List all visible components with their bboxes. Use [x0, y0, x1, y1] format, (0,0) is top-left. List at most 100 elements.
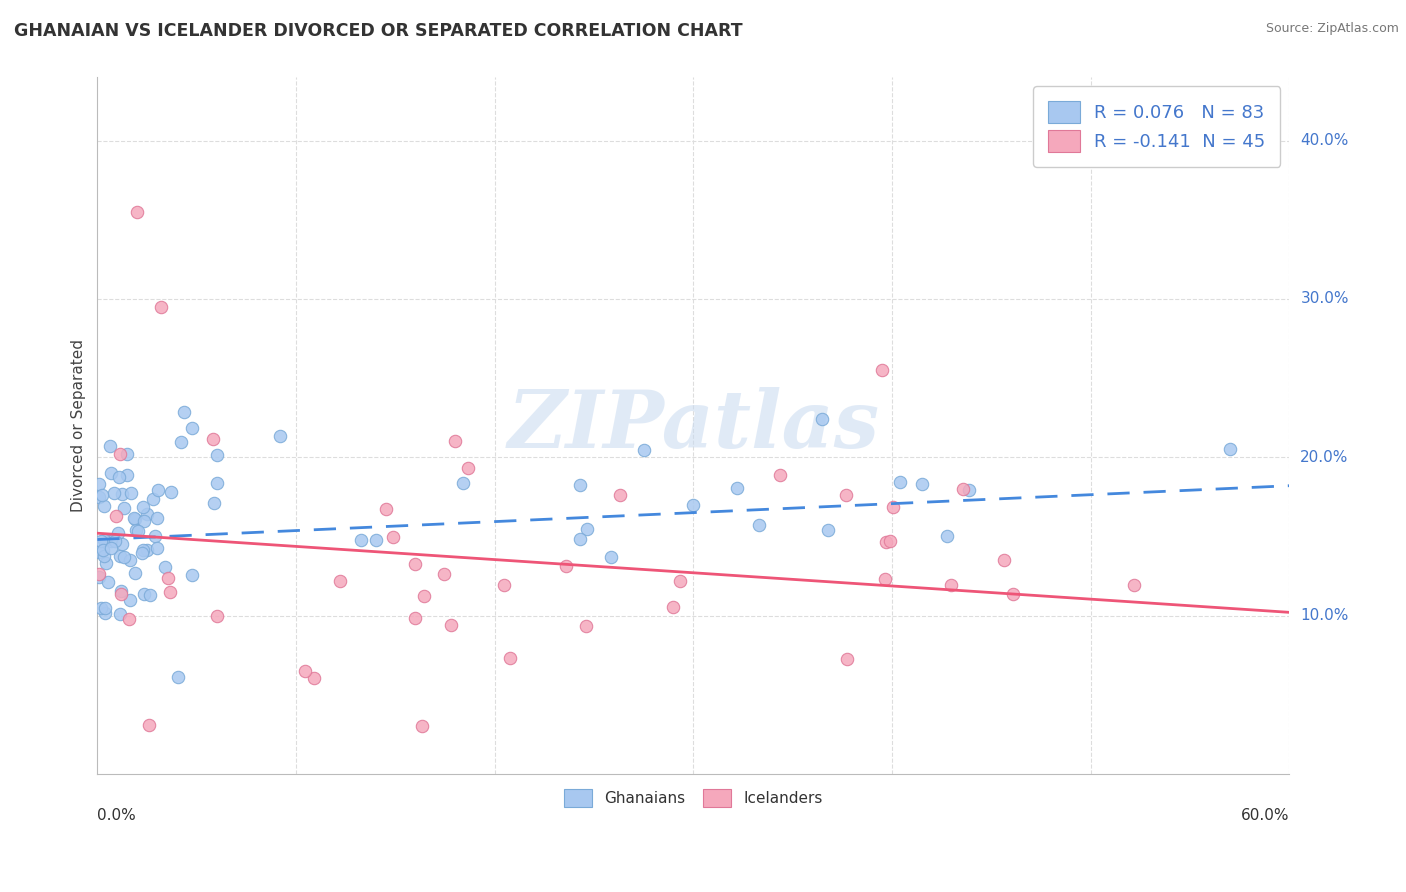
Point [100, 534, 122, 549]
Point [302, 671, 325, 685]
Point [97, 574, 120, 589]
Point [118, 592, 141, 607]
Point [329, 574, 352, 588]
Point [94, 533, 117, 547]
Point [879, 534, 901, 549]
Point [142, 492, 165, 507]
Point [138, 588, 160, 602]
Y-axis label: Divorced or Separated: Divorced or Separated [72, 339, 86, 512]
Point [153, 560, 176, 574]
Point [90, 601, 112, 615]
Point [669, 574, 692, 589]
Point [633, 443, 655, 458]
Text: Source: ZipAtlas.com: Source: ZipAtlas.com [1265, 22, 1399, 36]
Point [835, 487, 858, 501]
Point [875, 535, 897, 549]
Point [127, 524, 149, 538]
Point [157, 571, 180, 585]
Point [117, 447, 139, 461]
Point [569, 533, 592, 547]
Point [117, 467, 139, 482]
Point [993, 553, 1015, 567]
Point [110, 586, 132, 600]
Point [181, 568, 204, 582]
Point [111, 487, 134, 501]
Point [205, 476, 228, 491]
Point [202, 496, 225, 510]
Point [575, 619, 598, 633]
Point [205, 609, 228, 624]
Point [911, 477, 934, 491]
Point [93, 606, 115, 620]
Point [105, 509, 128, 524]
Text: 30.0%: 30.0% [1301, 292, 1348, 307]
Point [108, 470, 131, 484]
Point [873, 572, 896, 586]
Point [202, 432, 225, 446]
Point [125, 205, 148, 219]
Point [205, 448, 228, 462]
Point [108, 447, 131, 461]
Point [457, 460, 479, 475]
Point [100, 466, 122, 480]
Point [110, 537, 132, 551]
Point [118, 552, 141, 566]
Point [110, 583, 132, 598]
Text: GHANAIAN VS ICELANDER DIVORCED OR SEPARATED CORRELATION CHART: GHANAIAN VS ICELANDER DIVORCED OR SEPARA… [14, 22, 742, 40]
Point [91, 542, 114, 557]
Text: 0.0%: 0.0% [97, 808, 136, 823]
Point [404, 611, 426, 625]
Point [413, 589, 436, 603]
Point [135, 542, 157, 557]
Point [160, 484, 183, 499]
Point [138, 718, 160, 732]
Point [374, 502, 396, 516]
Point [180, 421, 202, 435]
Point [96, 556, 118, 570]
Point [149, 300, 172, 314]
Point [661, 599, 683, 614]
Point [120, 485, 142, 500]
Point [93, 533, 115, 548]
Point [132, 500, 155, 514]
Point [89, 490, 111, 504]
Point [91, 488, 114, 502]
Point [143, 528, 166, 542]
Point [114, 550, 136, 565]
Point [769, 467, 792, 482]
Point [145, 511, 167, 525]
Text: ZIPatlas: ZIPatlas [508, 387, 879, 465]
Point [104, 534, 127, 549]
Point [89, 567, 111, 582]
Point [569, 478, 592, 492]
Point [148, 483, 170, 497]
Point [747, 517, 769, 532]
Point [108, 549, 131, 563]
Point [440, 618, 463, 632]
Point [576, 522, 599, 536]
Point [444, 434, 467, 449]
Point [870, 363, 893, 377]
Point [159, 584, 181, 599]
Point [173, 404, 195, 418]
Point [135, 507, 157, 521]
Point [725, 481, 748, 495]
Legend: Ghanaians, Icelanders: Ghanaians, Icelanders [557, 780, 830, 815]
Text: 10.0%: 10.0% [1301, 608, 1348, 623]
Point [89, 570, 111, 584]
Point [939, 578, 962, 592]
Point [124, 512, 146, 526]
Point [132, 587, 155, 601]
Point [93, 549, 115, 563]
Point [124, 523, 146, 537]
Point [124, 566, 146, 581]
Point [404, 557, 426, 571]
Point [1219, 442, 1241, 457]
Point [98, 439, 121, 453]
Point [935, 529, 957, 543]
Text: 40.0%: 40.0% [1301, 133, 1348, 148]
Point [170, 434, 193, 449]
Point [837, 651, 859, 665]
Point [1123, 578, 1146, 592]
Point [131, 546, 153, 560]
